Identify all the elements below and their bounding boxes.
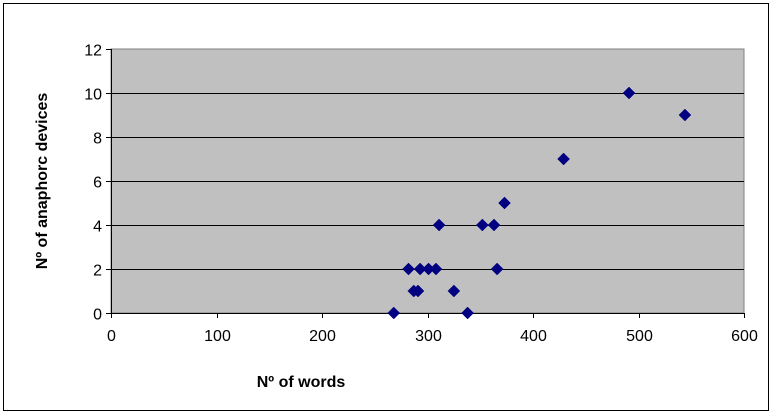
y-axis-title: Nº of anaphorc devices — [34, 93, 51, 270]
data-point — [402, 262, 415, 276]
scatter-chart: 0 100 200 300 400 500 600 0 2 4 6 8 10 12 Nº of word… — [34, 43, 758, 392]
x-tick-label: 500 — [626, 328, 653, 345]
x-tick-label: 400 — [520, 328, 547, 345]
data-point — [557, 152, 570, 166]
data-point — [622, 86, 636, 100]
x-tick-label: 0 — [107, 328, 116, 345]
x-tick-label: 600 — [731, 328, 758, 345]
x-tick-label: 300 — [415, 328, 442, 345]
data-series — [387, 86, 692, 320]
data-point — [476, 218, 489, 232]
data-point — [447, 284, 461, 298]
chart-area: 0 100 200 300 400 500 600 0 2 4 6 8 10 12 Nº of word… — [3, 3, 769, 411]
x-axis: 0 100 200 300 400 500 600 — [107, 313, 758, 345]
data-point — [413, 262, 427, 276]
gridlines — [111, 93, 744, 270]
data-point — [678, 108, 692, 122]
y-tick-label: 8 — [93, 131, 102, 148]
y-tick-label: 6 — [93, 175, 102, 192]
data-point — [498, 196, 511, 210]
data-point — [411, 284, 425, 298]
data-point — [490, 262, 504, 276]
y-tick-label: 10 — [84, 87, 102, 104]
data-point — [461, 306, 474, 320]
x-axis-title: Nº of words — [257, 374, 346, 391]
y-tick-label: 0 — [93, 307, 102, 324]
y-tick-label: 4 — [93, 219, 102, 236]
data-point — [429, 262, 443, 276]
data-point — [387, 306, 401, 320]
y-tick-label: 12 — [84, 43, 102, 60]
y-tick-label: 2 — [93, 263, 102, 280]
x-tick-label: 200 — [309, 328, 336, 345]
x-tick-label: 100 — [204, 328, 231, 345]
data-point — [487, 218, 501, 232]
data-point — [432, 218, 446, 232]
y-axis: 0 2 4 6 8 10 12 — [84, 43, 112, 324]
